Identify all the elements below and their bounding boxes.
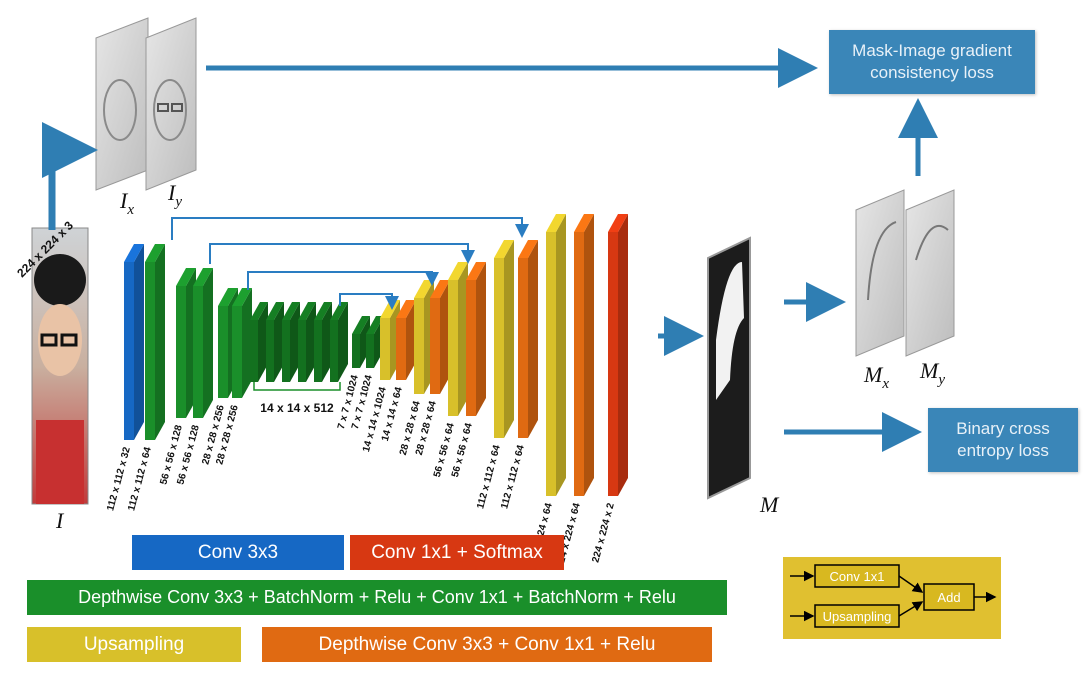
bce-loss-label: Binary cross entropy loss bbox=[956, 419, 1050, 460]
mask-image bbox=[707, 236, 751, 500]
layer-block-18 bbox=[430, 280, 450, 394]
layer-block-22 bbox=[518, 240, 538, 438]
skip-connection-1 bbox=[171, 217, 529, 240]
mx-label: Mx bbox=[863, 362, 889, 392]
skip-connection-4 bbox=[339, 293, 399, 310]
legend-conv3x3: Conv 3x3 bbox=[132, 535, 344, 570]
legend-depthwise-bn-swatch bbox=[27, 580, 727, 615]
legend-depthwise-relu-label: Depthwise Conv 3x3 + Conv 1x1 + Relu bbox=[318, 633, 656, 655]
legend-depthwise-bn-label: Depthwise Conv 3x3 + BatchNorm + Relu + … bbox=[78, 587, 676, 607]
layer-block-16 bbox=[396, 300, 416, 380]
legend-conv1x1-softmax-swatch bbox=[350, 535, 564, 570]
layer-block-10 bbox=[298, 302, 316, 382]
add-block-upsampling-label: Upsampling bbox=[823, 609, 892, 624]
legend-depthwise-relu-swatch bbox=[262, 627, 712, 662]
skip-connection-2 bbox=[209, 243, 475, 264]
input-image bbox=[31, 227, 89, 505]
ix-label: Ix bbox=[119, 188, 134, 218]
legend-conv3x3-label: Conv 3x3 bbox=[197, 541, 279, 563]
skip-connections bbox=[171, 217, 529, 310]
layer-block-1 bbox=[124, 244, 144, 440]
legend-conv1x1-softmax: Conv 1x1 + Softmax bbox=[350, 535, 564, 570]
input-to-gradient-arrow bbox=[42, 122, 98, 230]
gradient-consistency-loss-label: Mask-Image gradient consistency loss bbox=[852, 41, 1012, 82]
layer-block-4 bbox=[193, 268, 213, 418]
legend-depthwise-relu: Depthwise Conv 3x3 + Conv 1x1 + Relu bbox=[262, 627, 712, 662]
legend-upsampling-swatch bbox=[27, 627, 241, 662]
layer-block-23 bbox=[546, 214, 566, 496]
layer-block-12 bbox=[330, 302, 348, 382]
layer-block-2 bbox=[145, 244, 165, 440]
layer-block-25 bbox=[608, 214, 628, 496]
add-block-conv1x1-label: Conv 1x1 bbox=[830, 569, 885, 584]
input-symbol: I bbox=[55, 508, 65, 533]
add-block-panel: Conv 1x1 Upsampling Add bbox=[783, 557, 1001, 639]
gradient-image-iy bbox=[145, 17, 197, 191]
layer-block-19 bbox=[448, 262, 468, 416]
layer-size-label: 112 x 112 x 64 bbox=[475, 444, 503, 511]
layer-size-label: 112 x 112 x 64 bbox=[499, 444, 527, 511]
legend-depthwise-bn: Depthwise Conv 3x3 + BatchNorm + Relu + … bbox=[27, 580, 727, 615]
my-label: My bbox=[919, 358, 945, 388]
layer-block-20 bbox=[466, 262, 486, 416]
network-layers bbox=[124, 214, 628, 496]
layer-block-7 bbox=[250, 302, 268, 382]
bracket-14x14x512 bbox=[253, 382, 341, 391]
iy-label: Iy bbox=[167, 180, 182, 210]
skip-connection-3 bbox=[247, 271, 439, 290]
gradient-image-ix bbox=[95, 17, 149, 191]
mask-gradient-mx bbox=[855, 189, 905, 357]
layer-block-24 bbox=[574, 214, 594, 496]
layer-size-label: 224 x 224 x 2 bbox=[590, 502, 617, 564]
layer-block-11 bbox=[314, 302, 332, 382]
layer-block-13 bbox=[352, 316, 370, 368]
legend-upsampling: Upsampling bbox=[27, 627, 241, 662]
bracket-label: 14 x 14 x 512 bbox=[260, 401, 334, 415]
layer-block-9 bbox=[282, 302, 300, 382]
layer-block-21 bbox=[494, 240, 514, 438]
gradient-consistency-loss-box: Mask-Image gradient consistency loss bbox=[829, 30, 1035, 94]
legend-conv1x1-softmax-label: Conv 1x1 + Softmax bbox=[371, 541, 543, 563]
layer-block-8 bbox=[266, 302, 284, 382]
add-block-add-label: Add bbox=[937, 590, 960, 605]
mask-gradient-my bbox=[905, 189, 955, 357]
mask-symbol: M bbox=[759, 492, 780, 517]
bce-loss-box: Binary cross entropy loss bbox=[928, 408, 1078, 472]
legend-conv3x3-swatch bbox=[132, 535, 344, 570]
legend-upsampling-label: Upsampling bbox=[83, 633, 185, 655]
layer-block-6 bbox=[232, 288, 252, 398]
